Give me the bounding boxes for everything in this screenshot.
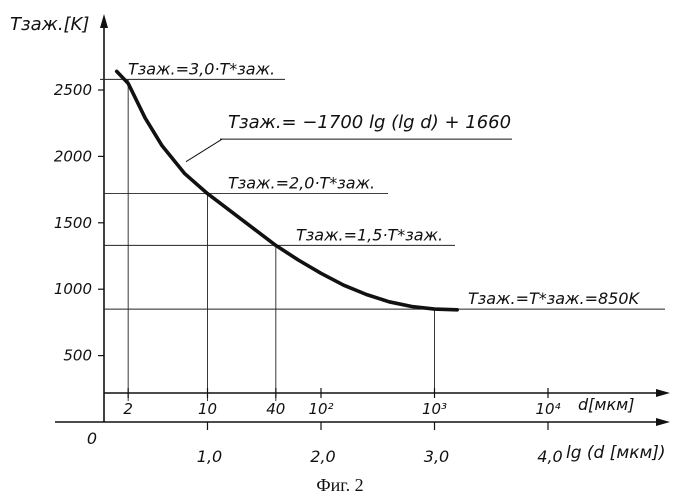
x-axis-arrow-icon xyxy=(656,418,670,426)
x2-axis-label: d[мкм] xyxy=(578,395,634,414)
reference-label: Tзаж.=T*заж.=850K xyxy=(468,289,641,308)
reference-lines: Tзаж.=3,0·T*заж. Tзаж.=2,0·T*заж. Tзаж.=1,… xyxy=(100,59,665,401)
reference-label: Tзаж.=3,0·T*заж. xyxy=(128,59,275,78)
x2-tick-label: 40 xyxy=(266,400,285,418)
x2-tick-label: 10 xyxy=(198,400,217,418)
x-tick-label: 2,0 xyxy=(310,447,335,466)
x2-tick-label: 10³ xyxy=(422,400,447,418)
x-tick-label: 1,0 xyxy=(197,447,222,466)
reference-label: Tзаж.=1,5·T*заж. xyxy=(296,225,443,244)
y-tick-label: 1500 xyxy=(54,214,92,232)
x-axis-label: lg (d [мкм]) xyxy=(566,443,666,463)
annotation-leader-line xyxy=(186,139,222,162)
x2-axis-arrow-icon xyxy=(656,389,670,397)
y-tick-label: 1000 xyxy=(54,280,92,298)
x2-tick-label: 2 xyxy=(123,400,133,418)
x-tick-label: 4,0 xyxy=(537,447,562,466)
y-axis-label: Tзаж.[K] xyxy=(10,14,89,35)
formula-annotation: Tзаж.= −1700 lg (lg d) + 1660 xyxy=(228,112,511,133)
x-ticks: 0 1,0 2,0 3,0 4,0 xyxy=(87,422,563,466)
y-tick-label: 500 xyxy=(63,347,92,365)
x-tick-label: 0 xyxy=(87,429,97,448)
x-tick-label: 3,0 xyxy=(424,447,449,466)
x2-tick-label: 10² xyxy=(308,400,333,418)
figure-caption: Фиг. 2 xyxy=(316,475,363,495)
y-tick-label: 2500 xyxy=(54,81,92,99)
reference-label: Tзаж.=2,0·T*заж. xyxy=(228,174,375,193)
y-axis-arrow-icon xyxy=(100,14,108,28)
x2-tick-label: 10⁴ xyxy=(535,400,560,418)
y-ticks: 500 1000 1500 2000 2500 xyxy=(54,81,104,365)
y-tick-label: 2000 xyxy=(54,147,92,165)
